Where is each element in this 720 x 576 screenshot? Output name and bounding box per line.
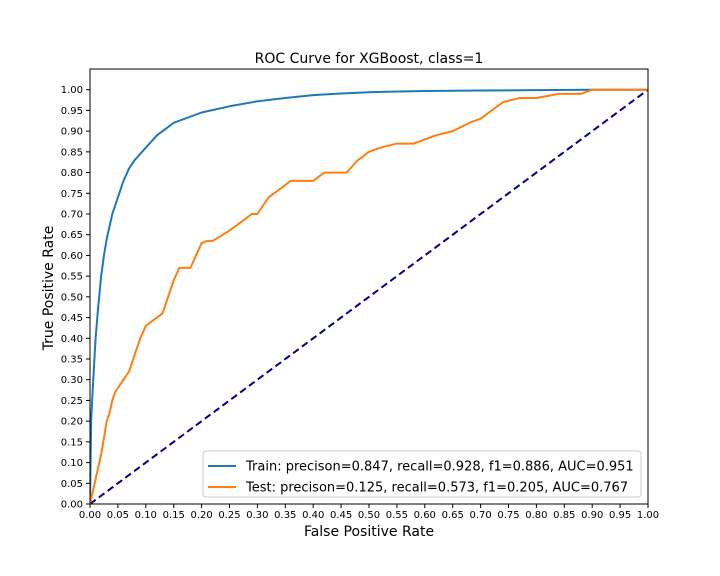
y-tick-label: 0.90 (61, 127, 83, 138)
x-tick-label: 0.15 (163, 510, 185, 521)
x-tick-label: 0.45 (330, 510, 352, 521)
x-tick-label: 0.50 (358, 510, 380, 521)
x-tick-label: 0.70 (469, 510, 491, 521)
x-tick-label: 0.00 (79, 510, 101, 521)
x-axis-label: False Positive Rate (304, 524, 434, 540)
y-tick-label: 0.25 (61, 396, 83, 407)
y-tick-label: 0.65 (61, 230, 83, 241)
y-tick-label: 0.85 (61, 147, 83, 158)
x-tick-label: 0.60 (414, 510, 436, 521)
y-tick-label: 0.00 (61, 500, 83, 511)
y-tick-label: 0.60 (61, 251, 83, 262)
x-tick-label: 0.30 (246, 510, 268, 521)
legend: Train: precison=0.847, recall=0.928, f1=… (202, 450, 642, 498)
x-tick-label: 1.00 (637, 510, 659, 521)
x-tick-label: 0.80 (525, 510, 547, 521)
chance-diagonal-line (90, 88, 648, 504)
y-axis-label: True Positive Rate (41, 226, 57, 352)
y-tick-label: 0.10 (61, 458, 83, 469)
x-tick-label: 0.75 (497, 510, 519, 521)
legend-label: Test: precison=0.125, recall=0.573, f1=0… (245, 481, 628, 496)
plot-area (89, 68, 649, 505)
y-tick-label: 0.15 (61, 437, 83, 448)
legend-label: Train: precison=0.847, recall=0.928, f1=… (245, 460, 634, 475)
y-tick-label: 0.70 (61, 210, 83, 221)
chart-title: ROC Curve for XGBoost, class=1 (255, 51, 484, 67)
y-tick-label: 0.50 (61, 292, 83, 303)
x-tick-label: 0.85 (553, 510, 575, 521)
x-axis: 0.00 0.05 0.10 0.15 0.20 0.25 0.30 0.35 0.40 0.45… (79, 504, 659, 521)
y-tick-label: 0.95 (61, 106, 83, 117)
y-tick-label: 0.35 (61, 355, 83, 366)
x-tick-label: 0.65 (442, 510, 464, 521)
y-tick-label: 0.45 (61, 313, 83, 324)
x-tick-label: 0.05 (107, 510, 129, 521)
x-tick-label: 0.95 (609, 510, 631, 521)
y-tick-label: 0.55 (61, 272, 83, 283)
y-tick-label: 0.40 (61, 334, 83, 345)
x-tick-label: 0.20 (190, 510, 212, 521)
x-tick-label: 0.35 (274, 510, 296, 521)
x-tick-label: 0.90 (581, 510, 603, 521)
test-roc-line (90, 88, 648, 504)
y-tick-label: 0.30 (61, 375, 83, 386)
y-axis: 0.00 0.05 0.10 0.15 0.20 0.25 0.30 0.35 0.40 0.45… (61, 85, 90, 511)
x-tick-label: 0.10 (135, 510, 157, 521)
x-tick-label: 0.40 (302, 510, 324, 521)
y-tick-label: 0.75 (61, 189, 83, 200)
legend-box (202, 450, 642, 498)
y-tick-label: 1.00 (61, 85, 83, 96)
x-tick-label: 0.55 (386, 510, 408, 521)
train-roc-line (90, 88, 648, 504)
y-tick-label: 0.20 (61, 417, 83, 428)
x-tick-label: 0.25 (218, 510, 240, 521)
y-tick-label: 0.80 (61, 168, 83, 179)
plot-frame (89, 68, 649, 505)
y-tick-label: 0.05 (61, 479, 83, 490)
